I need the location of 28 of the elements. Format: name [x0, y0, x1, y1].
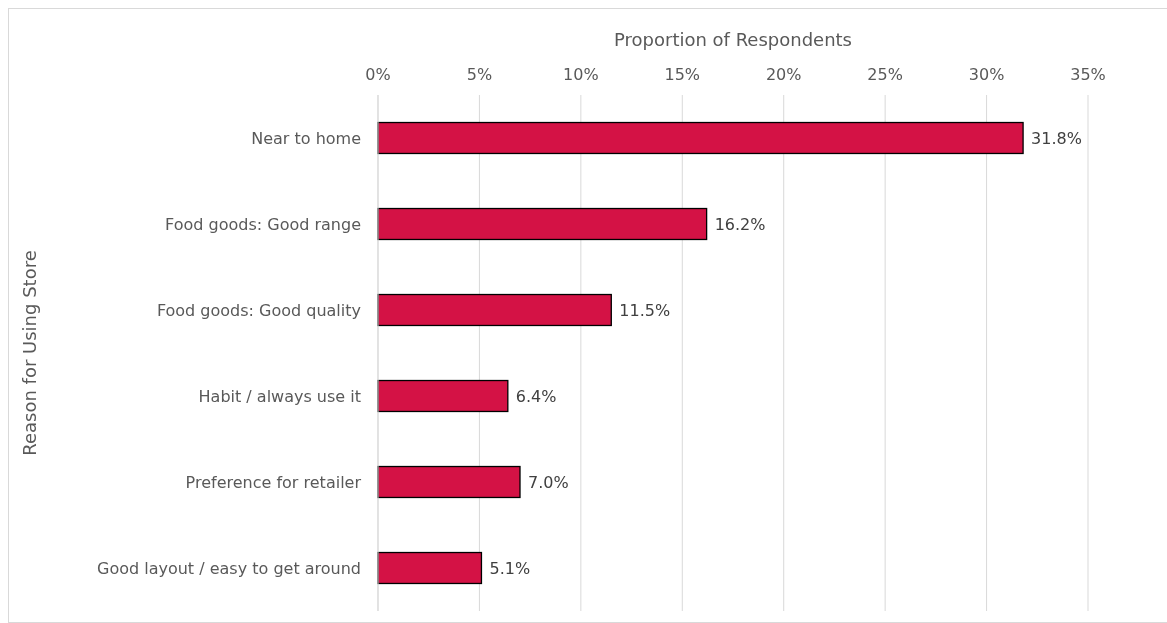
data-label: 31.8% — [1031, 128, 1082, 148]
bar — [377, 121, 1024, 155]
bar — [377, 379, 509, 413]
bar — [377, 551, 483, 585]
y-tick-label: Near to home — [251, 128, 361, 148]
y-axis-title: Reason for Using Store — [19, 250, 40, 456]
data-label: 16.2% — [714, 214, 766, 234]
bar — [377, 465, 521, 499]
x-tick-label: 5% — [466, 65, 493, 84]
x-tick-label: 0% — [365, 65, 391, 84]
x-tick-label: 15% — [664, 65, 701, 84]
bar — [377, 293, 612, 327]
data-label: 7.0% — [528, 472, 569, 492]
x-tick-label: 30% — [968, 65, 1005, 84]
x-tick-label: 35% — [1070, 65, 1106, 84]
data-label: 6.4% — [515, 386, 557, 406]
data-label: 11.5% — [619, 300, 671, 320]
x-tick-label: 20% — [765, 65, 802, 84]
bar — [377, 207, 708, 241]
y-tick-label: Food goods: Good range — [165, 214, 361, 234]
y-tick-label: Good layout / easy to get around — [96, 558, 361, 578]
y-tick-label: Habit / always use it — [198, 386, 361, 406]
data-label: 5.1% — [489, 558, 531, 578]
y-tick-label: Preference for retailer — [185, 472, 362, 492]
x-tick-label: 10% — [563, 65, 599, 84]
x-tick-label: 25% — [867, 65, 903, 84]
x-axis-title: Proportion of Respondents — [613, 29, 853, 50]
y-tick-label: Food goods: Good quality — [156, 300, 361, 320]
